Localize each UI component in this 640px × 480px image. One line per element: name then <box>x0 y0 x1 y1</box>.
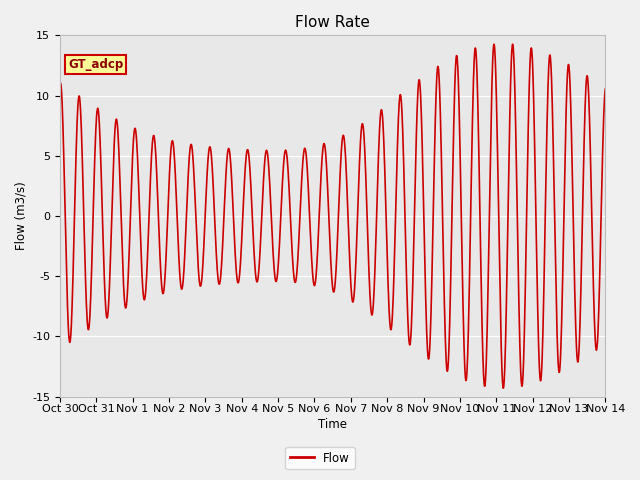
Y-axis label: Flow (m3/s): Flow (m3/s) <box>15 181 28 251</box>
Title: Flow Rate: Flow Rate <box>295 15 370 30</box>
Legend: Flow: Flow <box>285 447 355 469</box>
X-axis label: Time: Time <box>318 419 347 432</box>
Text: GT_adcp: GT_adcp <box>68 58 124 71</box>
